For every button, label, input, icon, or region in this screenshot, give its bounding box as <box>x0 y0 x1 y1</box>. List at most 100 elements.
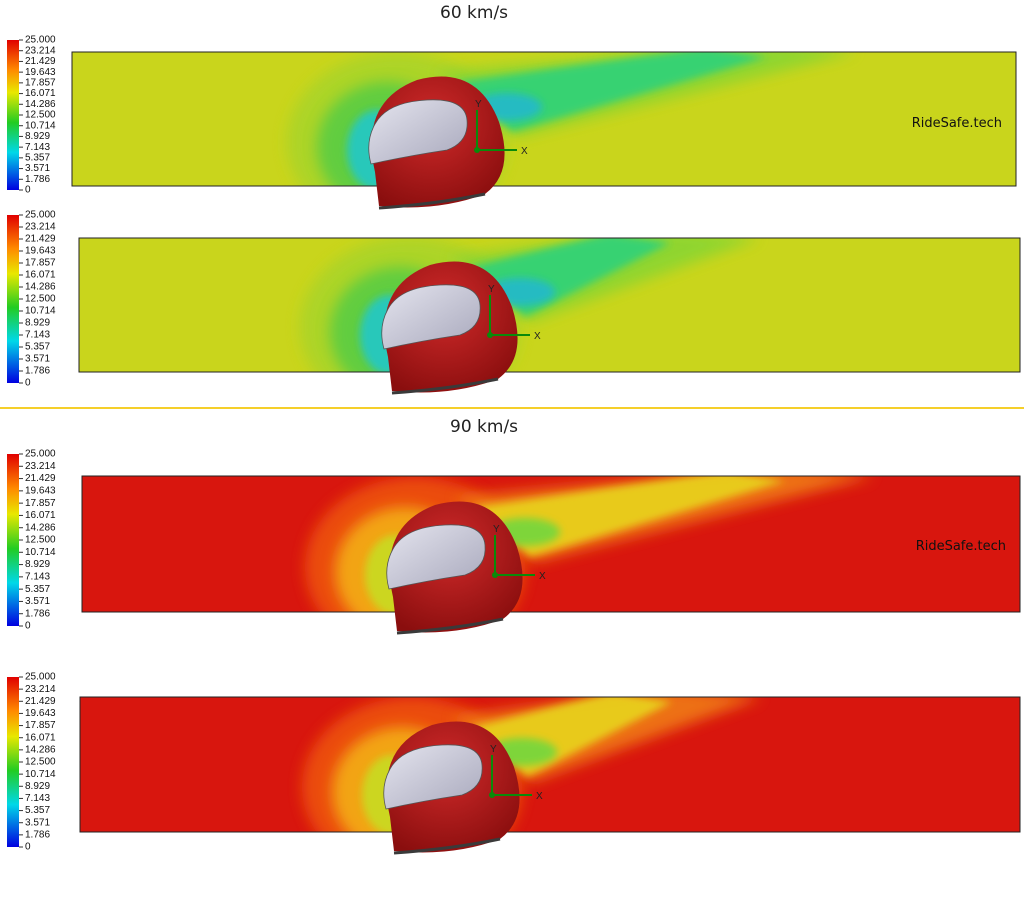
legend-label: 14.286 <box>25 99 56 110</box>
legend-label: 8.929 <box>25 559 50 570</box>
legend-label: 3.571 <box>25 817 50 828</box>
helmet-visor <box>381 284 481 350</box>
legend-label: 17.857 <box>25 720 56 731</box>
field-border <box>81 475 1021 613</box>
legend-label: 5.357 <box>25 805 50 816</box>
helmet: YX <box>368 76 528 210</box>
helmet-rim <box>391 377 499 395</box>
cfd-panel: 25.00023.21421.42919.64317.85716.07114.2… <box>7 35 1017 210</box>
legend-label: 19.643 <box>25 246 56 257</box>
axis-origin <box>474 147 480 153</box>
legend-label: 19.643 <box>25 67 56 78</box>
axis-origin <box>489 792 495 798</box>
cfd-panel: 25.00023.21421.42919.64317.85716.07114.2… <box>7 210 1021 395</box>
legend-label: 7.143 <box>25 142 50 153</box>
legend-label: 16.071 <box>25 270 56 281</box>
legend-label: 1.786 <box>25 174 50 185</box>
legend-label: 16.071 <box>25 510 56 521</box>
legend-label: 3.571 <box>25 596 50 607</box>
axis-origin <box>492 572 498 578</box>
axis-label: Y <box>493 524 500 535</box>
helmet-rim <box>378 192 486 210</box>
legend-label: 16.071 <box>25 88 56 99</box>
legend-label: 0 <box>25 621 31 632</box>
legend-label: 23.214 <box>25 461 56 472</box>
axis-label: Y <box>490 744 497 755</box>
axis-label: X <box>521 146 528 157</box>
legend-label: 10.714 <box>25 547 56 558</box>
helmet: YX <box>381 261 541 395</box>
legend-label: 7.143 <box>25 330 50 341</box>
helmet-visor <box>368 99 468 165</box>
legend-label: 10.714 <box>25 120 56 131</box>
legend-label: 19.643 <box>25 708 56 719</box>
legend-label: 14.286 <box>25 522 56 533</box>
legend-label: 25.000 <box>25 449 56 460</box>
helmet-visor <box>383 744 483 810</box>
legend-label: 21.429 <box>25 473 56 484</box>
legend-label: 3.571 <box>25 354 50 365</box>
legend-label: 14.286 <box>25 744 56 755</box>
legend-colorbar <box>7 454 19 626</box>
legend-label: 8.929 <box>25 781 50 792</box>
watermark: RideSafe.tech <box>912 116 1002 131</box>
legend-label: 0 <box>25 842 31 853</box>
legend-label: 5.357 <box>25 342 50 353</box>
legend-label: 25.000 <box>25 35 56 46</box>
legend-label: 7.143 <box>25 571 50 582</box>
legend-label: 16.071 <box>25 732 56 743</box>
legend-label: 23.214 <box>25 684 56 695</box>
legend-colorbar <box>7 215 19 383</box>
legend-label: 12.500 <box>25 535 56 546</box>
legend-label: 19.643 <box>25 485 56 496</box>
legend-label: 21.429 <box>25 56 56 67</box>
legend-label: 5.357 <box>25 584 50 595</box>
legend-label: 21.429 <box>25 696 56 707</box>
legend-label: 12.500 <box>25 110 56 121</box>
field-border <box>79 696 1021 833</box>
legend-label: 12.500 <box>25 757 56 768</box>
axis-origin <box>487 332 493 338</box>
legend-label: 21.429 <box>25 234 56 245</box>
legend-label: 8.929 <box>25 318 50 329</box>
legend-label: 25.000 <box>25 210 56 221</box>
helmet: YX <box>383 721 543 855</box>
legend-label: 5.357 <box>25 152 50 163</box>
legend-label: 7.143 <box>25 793 50 804</box>
legend-label: 3.571 <box>25 163 50 174</box>
section-title: 90 km/s <box>450 417 518 437</box>
helmet-rim <box>393 837 501 855</box>
helmet-rim <box>396 617 504 635</box>
legend-label: 17.857 <box>25 258 56 269</box>
legend-label: 10.714 <box>25 769 56 780</box>
helmet-visor <box>386 524 486 590</box>
axis-label: Y <box>475 99 482 110</box>
cfd-panel: 25.00023.21421.42919.64317.85716.07114.2… <box>7 672 1021 855</box>
axis-label: X <box>539 571 546 582</box>
section-title: 60 km/s <box>440 3 508 23</box>
legend-label: 0 <box>25 185 31 196</box>
legend-label: 10.714 <box>25 306 56 317</box>
field-border <box>78 237 1021 373</box>
legend-label: 12.500 <box>25 294 56 305</box>
legend-colorbar <box>7 40 19 190</box>
legend-label: 17.857 <box>25 77 56 88</box>
legend-label: 1.786 <box>25 608 50 619</box>
legend-label: 17.857 <box>25 498 56 509</box>
legend-label: 1.786 <box>25 366 50 377</box>
legend-label: 23.214 <box>25 45 56 56</box>
watermark: RideSafe.tech <box>916 539 1006 554</box>
legend-label: 25.000 <box>25 672 56 683</box>
legend-label: 14.286 <box>25 282 56 293</box>
axis-label: X <box>536 791 543 802</box>
field-border <box>71 51 1017 187</box>
legend-label: 8.929 <box>25 131 50 142</box>
legend-label: 0 <box>25 378 31 389</box>
legend-label: 23.214 <box>25 222 56 233</box>
legend-colorbar <box>7 677 19 847</box>
helmet: YX <box>386 501 546 635</box>
legend-label: 1.786 <box>25 829 50 840</box>
axis-label: Y <box>488 284 495 295</box>
